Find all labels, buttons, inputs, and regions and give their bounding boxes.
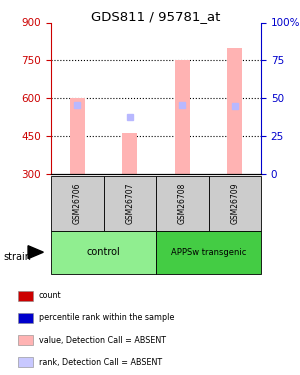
Bar	[208, 176, 261, 231]
Bar	[156, 231, 261, 274]
Text: GSM26708: GSM26708	[178, 183, 187, 224]
Bar	[122, 133, 137, 174]
Bar	[175, 60, 190, 174]
Polygon shape	[28, 246, 44, 259]
Text: GDS811 / 95781_at: GDS811 / 95781_at	[91, 10, 221, 23]
Bar	[18, 314, 33, 322]
Text: APPSw transgenic: APPSw transgenic	[171, 248, 246, 256]
Text: percentile rank within the sample: percentile rank within the sample	[39, 314, 174, 322]
Text: GSM26706: GSM26706	[73, 183, 82, 224]
Bar	[18, 291, 33, 300]
Text: value, Detection Call = ABSENT: value, Detection Call = ABSENT	[39, 336, 166, 345]
Text: GSM26707: GSM26707	[125, 183, 134, 224]
Bar	[18, 335, 33, 345]
Bar	[51, 231, 156, 274]
Bar	[227, 48, 242, 174]
Bar	[70, 99, 85, 174]
Bar	[156, 176, 208, 231]
Bar	[51, 176, 104, 231]
Text: rank, Detection Call = ABSENT: rank, Detection Call = ABSENT	[39, 358, 162, 367]
Text: control: control	[87, 247, 120, 257]
Text: count: count	[39, 291, 62, 300]
Bar	[103, 176, 156, 231]
Bar	[18, 357, 33, 367]
Text: GSM26709: GSM26709	[230, 183, 239, 224]
Text: strain: strain	[3, 252, 31, 261]
